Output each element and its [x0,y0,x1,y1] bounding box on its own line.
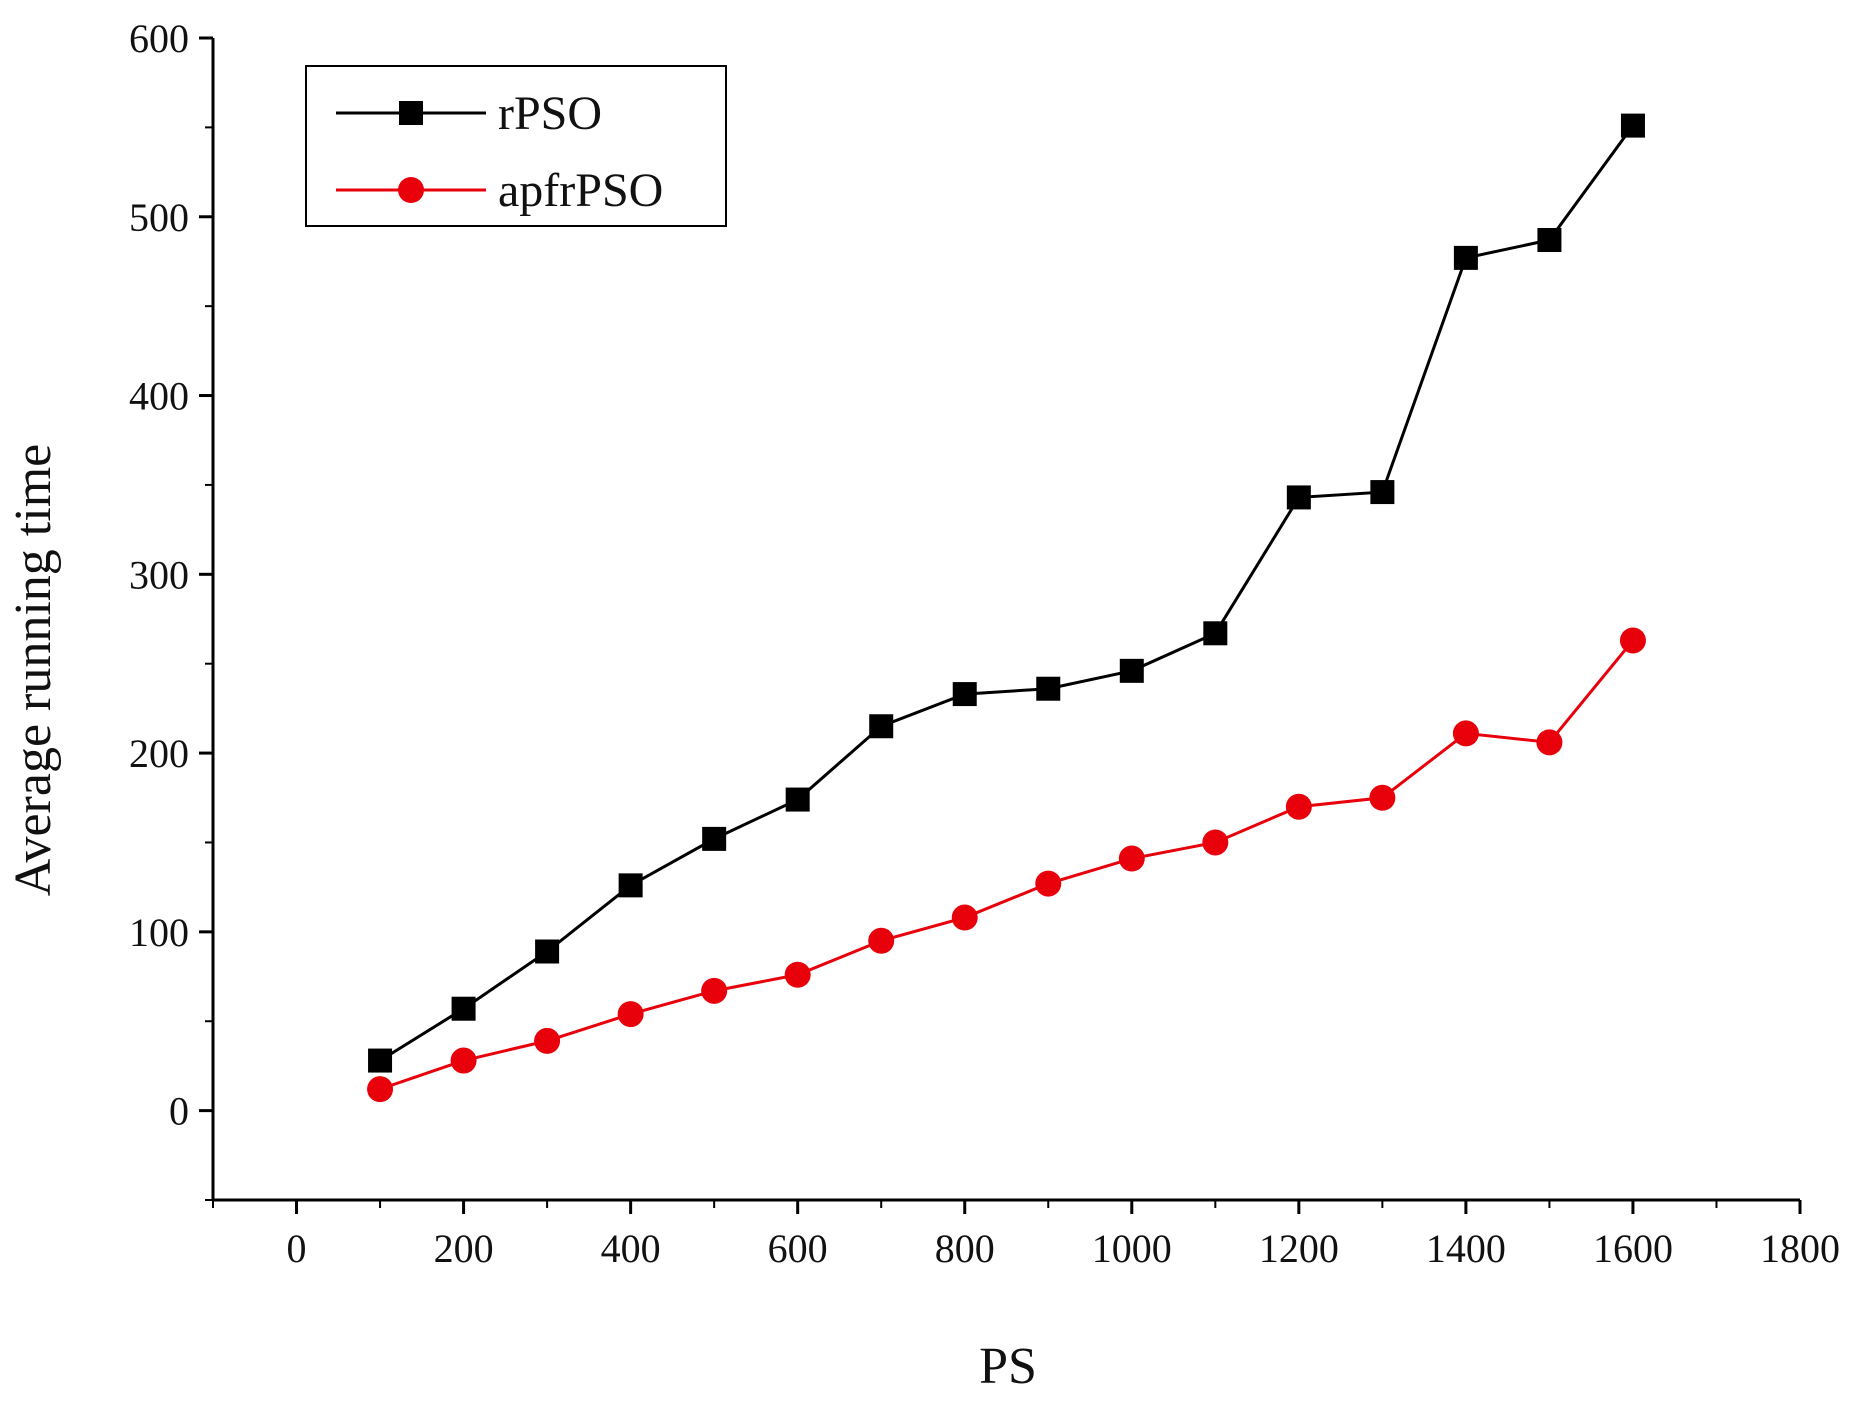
data-point-rPSO [1537,228,1562,253]
data-point-rPSO [1453,245,1478,270]
y-tick-label: 500 [129,195,189,240]
data-point-apfrPSO [367,1076,394,1103]
x-tick-label: 1200 [1259,1226,1339,1271]
axes: 0 100 200 300 400 500 600 0 200 400 600 800 1000 1200… [129,16,1840,1271]
x-tick-label: 400 [601,1226,661,1271]
data-point-rPSO [535,939,560,964]
data-point-rPSO [869,714,894,739]
y-tick-label: 200 [129,731,189,776]
data-point-rPSO [702,826,727,851]
data-point-apfrPSO [701,977,728,1004]
data-point-apfrPSO [1118,845,1145,872]
data-point-rPSO [1620,113,1645,138]
legend-box [305,65,727,227]
data-point-rPSO [1286,485,1311,510]
data-point-apfrPSO [868,927,895,954]
legend: rPSO apfrPSO [305,65,727,227]
data-point-apfrPSO [534,1027,561,1054]
x-tick-label: 1800 [1760,1226,1840,1271]
series-line-rPSO [379,124,1635,1062]
data-point-apfrPSO [1035,870,1062,897]
y-tick-label: 400 [129,374,189,419]
data-point-rPSO [785,787,810,812]
legend-marker-rPSO [399,101,423,125]
y-tick-label: 600 [129,16,189,61]
data-point-apfrPSO [784,961,811,988]
legend-label-rPSO: rPSO [498,87,602,140]
x-tick-label: 1600 [1593,1226,1673,1271]
data-point-apfrPSO [1369,784,1396,811]
x-tick-label: 0 [287,1226,307,1271]
data-point-apfrPSO [1619,627,1646,654]
data-point-apfrPSO [1285,793,1312,820]
x-tick-label: 800 [935,1226,995,1271]
data-point-rPSO [1119,658,1144,683]
data-point-apfrPSO [1452,720,1479,747]
data-point-rPSO [1203,621,1228,646]
series-rPSO [368,113,1645,1073]
x-axis-title: PS [979,1338,1037,1395]
data-point-apfrPSO [1202,829,1229,856]
data-point-rPSO [368,1048,393,1073]
data-point-rPSO [451,996,476,1021]
y-tick-label: 300 [129,552,189,597]
legend-marker-apfrPSO [398,177,424,203]
data-point-apfrPSO [450,1047,477,1074]
x-tick-label: 600 [768,1226,828,1271]
data-point-rPSO [1370,480,1395,505]
data-point-apfrPSO [1536,729,1563,756]
legend-label-apfrPSO: apfrPSO [498,164,663,217]
data-point-rPSO [952,682,977,707]
x-tick-label: 200 [434,1226,494,1271]
x-tick-label: 1000 [1092,1226,1172,1271]
y-axis-title: Average running time [5,444,62,896]
data-point-rPSO [1036,676,1061,701]
series-layer [367,113,1646,1103]
y-tick-label: 100 [129,910,189,955]
series-apfrPSO [367,627,1646,1103]
data-point-rPSO [618,873,643,898]
x-tick-label: 1400 [1426,1226,1506,1271]
data-point-apfrPSO [617,1001,644,1028]
data-point-apfrPSO [951,904,978,931]
y-tick-label: 0 [169,1089,189,1134]
series-line-apfrPSO [379,639,1635,1091]
